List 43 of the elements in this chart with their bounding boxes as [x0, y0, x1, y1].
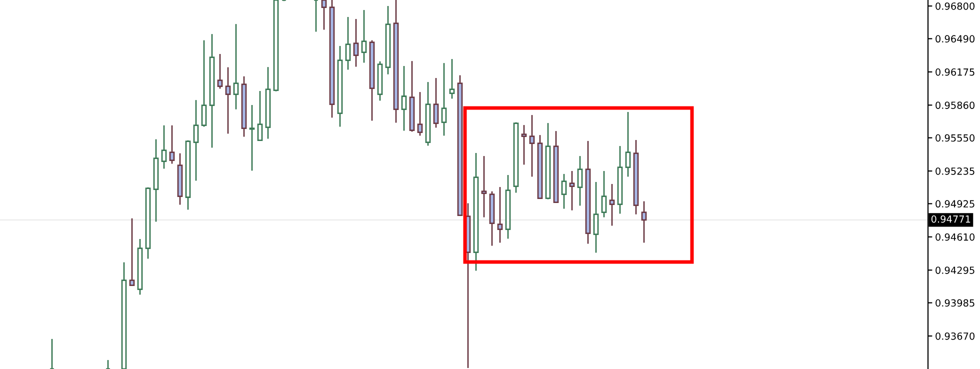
y-tick-label: 0.96800	[936, 2, 975, 10]
y-tick-label: 0.94295	[936, 266, 974, 274]
candlestick	[161, 124, 167, 170]
candlestick	[641, 200, 647, 244]
candlestick	[601, 170, 607, 218]
candlestick	[441, 62, 447, 136]
candlestick	[433, 77, 439, 128]
candlestick	[257, 90, 263, 142]
y-tick-label: 0.93670	[936, 332, 975, 340]
y-tick-label: 0.93985	[936, 299, 974, 307]
candlestick	[609, 183, 615, 226]
candlestick	[225, 66, 231, 134]
candlestick	[201, 40, 207, 128]
candlestick	[353, 18, 359, 68]
candlestick	[593, 181, 599, 254]
candlestick	[233, 23, 239, 110]
y-tick-label: 0.94925	[936, 200, 974, 208]
y-tick-label: 0.95860	[936, 102, 975, 109]
y-tick-label: 0.94610	[936, 233, 975, 241]
ref-line-label: 0.94771	[931, 215, 970, 223]
y-tick-label: 0.96490	[936, 35, 975, 43]
candlestick	[217, 53, 223, 90]
candlestick	[417, 91, 423, 136]
y-tick-label: 0.95235	[936, 167, 974, 175]
candlestick	[321, 0, 327, 30]
candlestick	[521, 124, 527, 166]
candlestick	[561, 173, 567, 210]
candlestick	[249, 104, 255, 172]
candlestick	[361, 9, 367, 64]
y-tick-label: 0.95550	[936, 134, 975, 142]
candlestick	[481, 155, 487, 218]
candlestick	[577, 155, 583, 206]
candlestick	[529, 114, 535, 178]
candlestick	[449, 58, 455, 100]
candlestick	[497, 186, 503, 244]
candlestick	[129, 218, 135, 286]
y-tick-label: 0.96175	[936, 68, 974, 76]
candlestick	[625, 111, 631, 178]
candlestick	[569, 170, 575, 212]
candlestick	[169, 124, 175, 164]
candlestick	[193, 99, 199, 182]
candlestick	[401, 65, 407, 132]
candlestick	[345, 16, 351, 70]
